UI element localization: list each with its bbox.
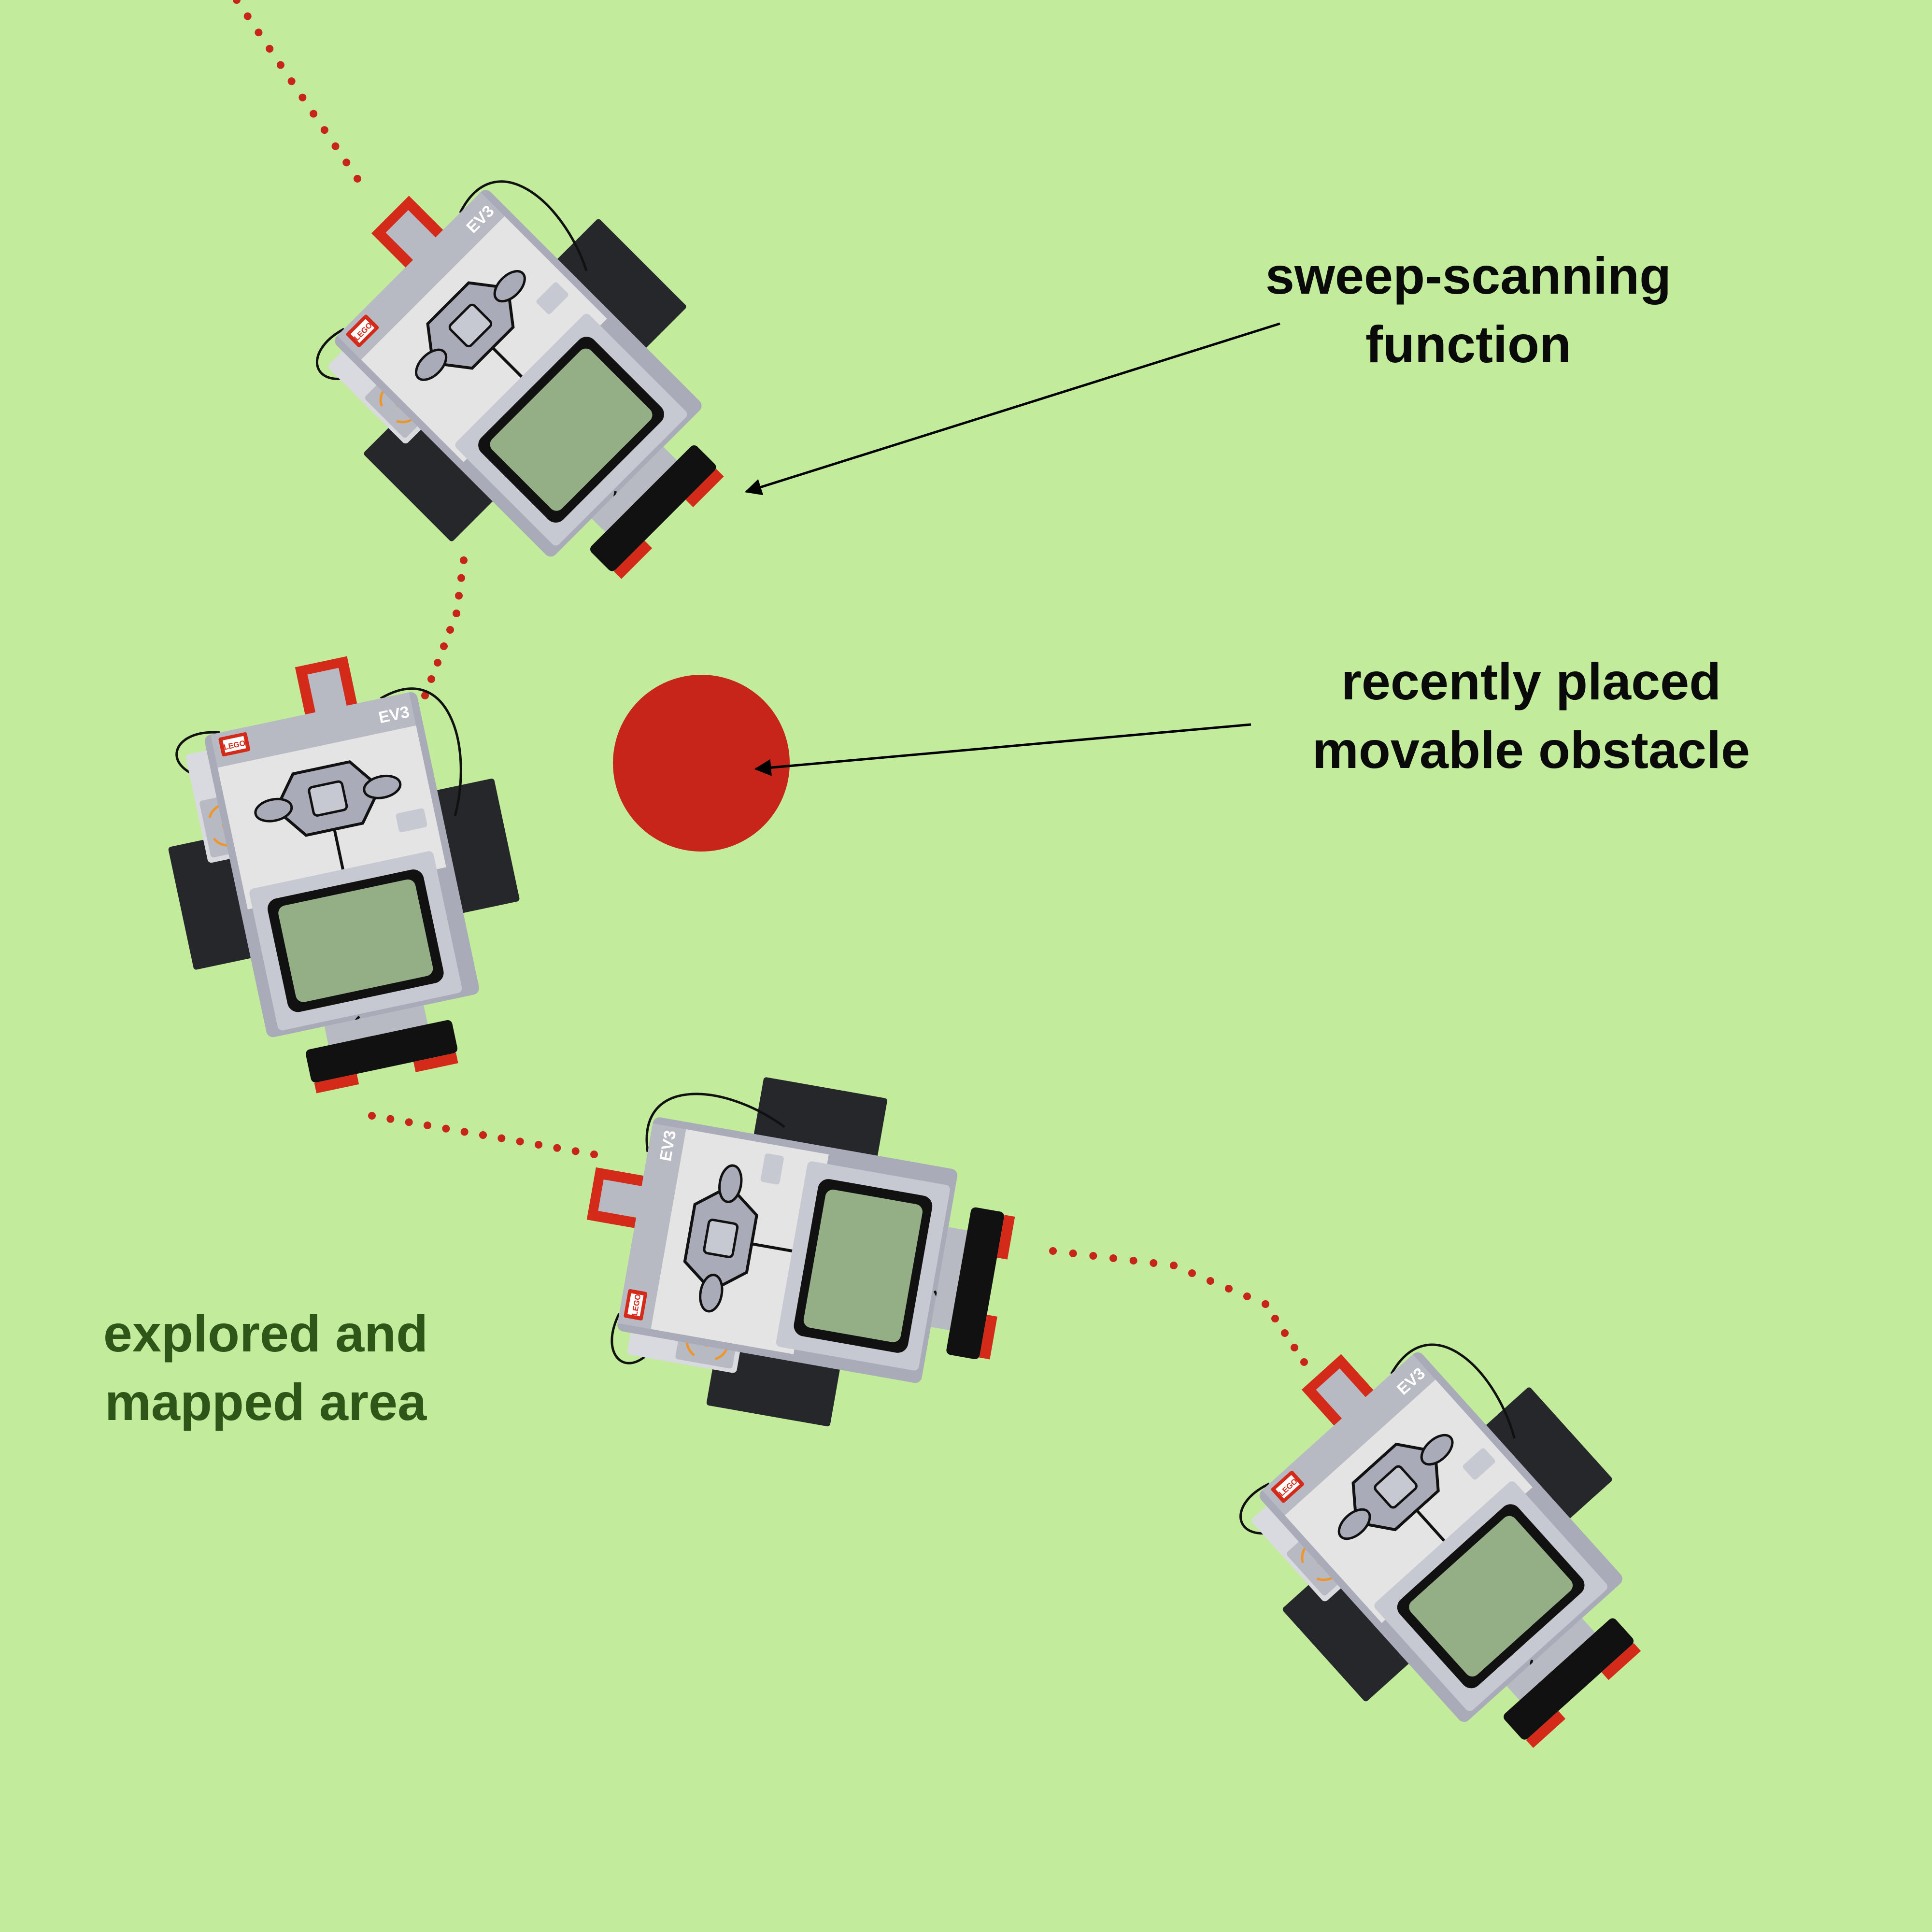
path-dot	[1243, 1293, 1251, 1300]
path-dot	[455, 592, 463, 600]
path-dot	[298, 93, 307, 101]
path-dot	[1281, 1329, 1289, 1337]
sweep-arrow	[744, 322, 1280, 496]
path-dot	[590, 1151, 598, 1158]
path-dot	[233, 0, 241, 4]
path-dot	[571, 1147, 580, 1155]
path-dot	[535, 1141, 542, 1149]
sweep-scanning-label-line-1: sweep-scanning	[1265, 246, 1672, 305]
path-dot	[1271, 1315, 1279, 1322]
path-dot	[320, 126, 328, 134]
path-dot	[331, 142, 340, 150]
path-dot	[266, 44, 274, 53]
path-dot	[1089, 1252, 1097, 1260]
sweep-scanning-label-line-2: function	[1365, 315, 1571, 373]
explored-area-label-line-1: explored and	[103, 1304, 428, 1363]
path-dot	[457, 574, 465, 582]
path-dot	[368, 1112, 376, 1120]
path-dot	[1262, 1300, 1269, 1308]
path-dot	[1150, 1259, 1158, 1267]
path-dot	[386, 1115, 395, 1123]
explored-area-label-line-2: mapped area	[104, 1373, 427, 1431]
ev3-robot-3	[559, 1051, 1032, 1452]
path-dot	[516, 1137, 524, 1146]
path-dot	[1188, 1269, 1196, 1277]
path-dot	[460, 1128, 469, 1136]
path-dot	[1207, 1277, 1214, 1285]
path-dot	[453, 610, 460, 617]
ev3-robot-4	[1181, 1275, 1711, 1811]
explored-area-label: explored and mapped area	[39, 1299, 493, 1436]
path-dot	[497, 1134, 506, 1142]
ev3-robot-1	[257, 112, 791, 646]
path-dot	[434, 659, 441, 667]
path-dot	[424, 1122, 431, 1129]
obstacle-arrow	[754, 723, 1251, 776]
path-dot	[446, 626, 454, 634]
path-dot	[1225, 1285, 1233, 1293]
path-dot	[354, 175, 361, 183]
obstacle-label-line-2: movable obstacle	[1312, 721, 1750, 779]
path-dot	[342, 158, 351, 167]
obstacle-label-line-1: recently placed	[1341, 652, 1721, 710]
path-dot	[243, 12, 252, 20]
sweep-scanning-label: sweep-scanning function	[1169, 242, 1768, 379]
path-dot	[1069, 1250, 1077, 1257]
path-dot	[310, 110, 318, 118]
path-dot	[276, 61, 284, 69]
path-dot	[1129, 1257, 1137, 1264]
path-dot	[442, 1124, 450, 1133]
obstacle-label: recently placed movable obstacle	[1236, 647, 1826, 784]
path-dot	[1049, 1247, 1057, 1255]
robot-travel-path	[233, 0, 1308, 1366]
path-dot	[460, 556, 468, 564]
path-dot	[427, 675, 435, 683]
movable-obstacle	[613, 675, 790, 852]
ev3-robot-2	[137, 632, 550, 1113]
path-dot	[421, 692, 429, 699]
path-dot	[287, 77, 296, 85]
path-dot	[405, 1118, 413, 1126]
path-dot	[1109, 1254, 1117, 1262]
path-dot	[1170, 1262, 1178, 1269]
path-dot	[1291, 1344, 1298, 1351]
path-dot	[553, 1144, 561, 1152]
path-dot	[255, 28, 263, 37]
path-dot	[479, 1131, 487, 1139]
path-dot	[440, 642, 448, 650]
path-dot	[1300, 1358, 1308, 1366]
